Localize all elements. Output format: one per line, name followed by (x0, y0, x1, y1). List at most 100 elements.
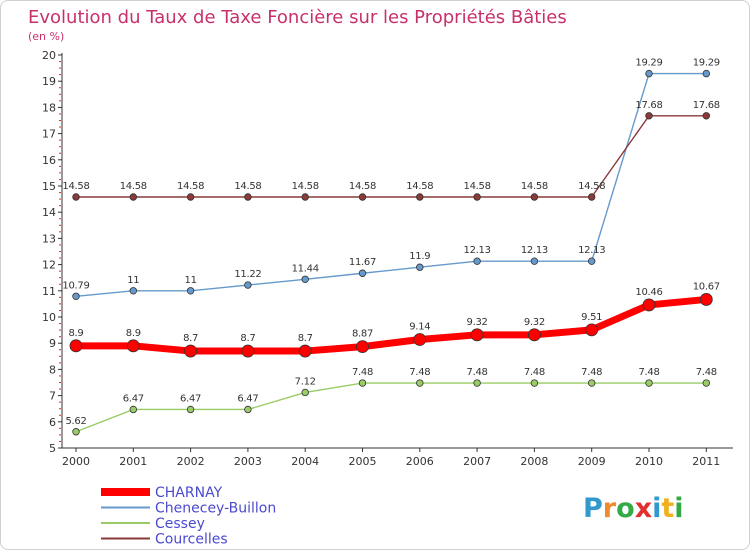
data-label-chenecey-buillon: 10.79 (62, 280, 89, 291)
data-point-chenecey-buillon (702, 69, 710, 78)
x-tick-label: 2005 (349, 455, 377, 468)
data-point-cessey (244, 405, 252, 414)
y-tick-label: 14 (42, 206, 56, 219)
y-tick-label: 6 (49, 416, 56, 429)
data-label-chenecey-buillon: 12.13 (578, 245, 605, 256)
data-point-cessey (72, 428, 80, 436)
data-point-charnay (642, 298, 656, 312)
data-point-chenecey-buillon (588, 257, 596, 265)
data-point-cessey (530, 379, 539, 387)
data-label-chenecey-buillon: 11 (127, 275, 139, 286)
data-point-courcelles (530, 193, 539, 201)
data-label-courcelles: 14.58 (578, 181, 605, 192)
data-label-charnay: 8.7 (298, 333, 313, 344)
y-tick-label: 7 (49, 390, 56, 403)
legend-label: Cessey (155, 516, 205, 532)
data-point-charnay (126, 339, 140, 353)
data-label-charnay: 8.7 (183, 333, 198, 344)
data-label-courcelles: 14.58 (349, 181, 376, 192)
x-tick-label: 2009 (578, 455, 606, 468)
data-label-charnay: 9.32 (524, 317, 545, 328)
data-point-cessey (301, 388, 309, 397)
x-tick-label: 2001 (119, 455, 147, 468)
data-label-courcelles: 17.68 (635, 100, 662, 111)
data-label-charnay: 8.87 (352, 329, 373, 340)
data-label-chenecey-buillon: 11.22 (234, 269, 261, 280)
data-point-courcelles (588, 193, 596, 201)
data-label-courcelles: 14.58 (464, 181, 491, 192)
series-line-charnay (72, 295, 710, 355)
data-point-charnay (298, 344, 312, 358)
data-label-cessey: 7.48 (467, 367, 488, 378)
data-point-chenecey-buillon (129, 287, 137, 295)
data-label-charnay: 9.51 (581, 312, 602, 323)
series-line-chenecey-buillon (75, 72, 707, 298)
data-point-charnay (528, 328, 541, 342)
data-label-charnay: 8.7 (240, 333, 255, 344)
y-tick-label: 19 (42, 75, 56, 88)
data-point-courcelles (416, 193, 424, 201)
legend-label: CHARNAY (155, 485, 223, 501)
data-point-courcelles (186, 193, 195, 201)
y-tick-label: 9 (49, 337, 56, 350)
data-label-charnay: 10.46 (635, 287, 662, 298)
data-point-cessey (702, 379, 710, 387)
data-point-cessey (416, 379, 424, 387)
y-tick-label: 10 (42, 311, 56, 324)
y-tick-label: 17 (42, 128, 56, 141)
data-label-chenecey-buillon: 19.29 (635, 58, 662, 69)
data-point-chenecey-buillon (645, 69, 653, 78)
data-label-courcelles: 17.68 (693, 100, 720, 111)
data-point-charnay (184, 344, 198, 358)
x-tick-label: 2002 (177, 455, 205, 468)
y-tick-label: 16 (42, 154, 56, 167)
data-label-courcelles: 14.58 (521, 181, 548, 192)
x-tick-label: 2004 (291, 455, 319, 468)
data-label-cessey: 6.47 (123, 393, 144, 404)
data-point-chenecey-buillon (416, 263, 424, 271)
y-tick-label: 13 (42, 232, 56, 245)
series-layer (69, 69, 713, 436)
data-label-charnay: 8.9 (68, 328, 83, 339)
data-label-cessey: 7.48 (524, 367, 545, 378)
data-label-cessey: 7.48 (581, 367, 602, 378)
data-label-cessey: 7.48 (352, 367, 373, 378)
data-label-charnay: 9.14 (409, 322, 430, 333)
data-point-charnay (470, 328, 484, 342)
data-label-cessey: 7.48 (409, 367, 430, 378)
data-label-courcelles: 14.58 (406, 181, 433, 192)
x-tick-label: 2011 (692, 455, 720, 468)
axes: 5 6 7 8 9 10 11 12 13 14 15 16 17 18 19 20 2000 2001 2002 2… (42, 49, 733, 468)
data-point-cessey (358, 379, 367, 387)
x-tick-label: 2007 (463, 455, 491, 468)
data-label-cessey: 7.12 (295, 376, 316, 387)
data-point-chenecey-buillon (473, 257, 481, 265)
data-point-chenecey-buillon (244, 281, 252, 289)
y-tick-label: 8 (49, 363, 56, 376)
data-point-cessey (473, 379, 481, 387)
data-point-courcelles (645, 112, 653, 120)
data-label-cessey: 6.47 (180, 393, 201, 404)
data-point-charnay (69, 339, 83, 353)
data-point-courcelles (301, 193, 309, 201)
proxiti-logo: Proxiti (583, 493, 684, 524)
data-point-charnay (413, 333, 427, 346)
legend-label: Chenecey-Buillon (155, 501, 276, 517)
x-tick-label: 2008 (520, 455, 548, 468)
data-label-courcelles: 14.58 (177, 181, 204, 192)
data-label-courcelles: 14.58 (62, 181, 89, 192)
data-labels: 5.62 6.47 6.47 6.47 7.12 7.48 7.48 7.48 7.48 7.48… (62, 58, 720, 427)
data-label-cessey: 6.47 (237, 393, 258, 404)
data-label-chenecey-buillon: 11 (185, 275, 197, 286)
x-tick-label: 2006 (406, 455, 434, 468)
data-label-chenecey-buillon: 11.67 (349, 257, 376, 268)
data-label-chenecey-buillon: 19.29 (693, 58, 720, 69)
data-point-chenecey-buillon (358, 269, 367, 277)
data-point-courcelles (358, 193, 367, 201)
legend-label: Courcelles (155, 532, 228, 548)
data-point-courcelles (702, 112, 710, 120)
series-line-courcelles (75, 115, 707, 198)
series-line-cessey (75, 382, 707, 433)
